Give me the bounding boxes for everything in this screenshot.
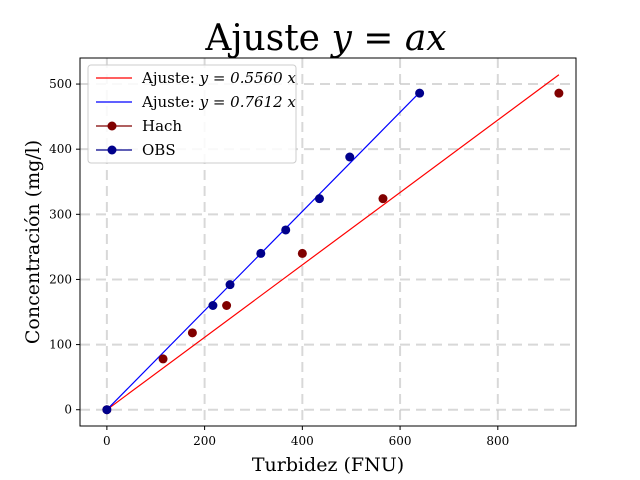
- y-tick-label: 200: [49, 272, 72, 286]
- fit-line-1: [106, 74, 560, 411]
- y-tick-label: 400: [49, 142, 72, 156]
- legend-box: [87, 64, 297, 164]
- data-point-obs: [415, 88, 425, 98]
- data-point-hach: [187, 328, 197, 338]
- data-point-hach: [378, 194, 388, 204]
- data-point-hach: [222, 301, 232, 311]
- y-tick-label: 100: [49, 338, 72, 352]
- x-tick-label: 800: [486, 434, 509, 448]
- y-tick-label: 0: [64, 403, 72, 417]
- data-point-obs: [314, 194, 324, 204]
- x-tick-label: 200: [193, 434, 216, 448]
- data-point-hach: [158, 354, 168, 364]
- y-tick-label: 500: [49, 77, 72, 91]
- data-point-hach: [554, 88, 564, 98]
- x-tick-label: 0: [103, 434, 111, 448]
- legend-label-obs: OBS: [142, 141, 176, 159]
- legend-label-hach: Hach: [142, 117, 182, 135]
- data-point-obs: [281, 225, 291, 235]
- data-point-obs: [256, 248, 266, 258]
- data-point-obs: [225, 280, 235, 290]
- y-axis-label: Concentración (mg/l): [22, 140, 44, 344]
- x-tick-label: 400: [291, 434, 314, 448]
- legend-label-fit-1: Ajuste: y = 0.5560 x: [141, 69, 296, 87]
- data-point-obs: [208, 301, 218, 311]
- legend: Ajuste: y = 0.5560 x Ajuste: y = 0.7612 x…: [87, 64, 297, 164]
- legend-label-fit-2: Ajuste: y = 0.7612 x: [141, 93, 296, 111]
- chart-title: Ajuste y = ax: [204, 18, 446, 59]
- x-axis: 0 200 400 600 800: [103, 426, 509, 448]
- x-axis-label: Turbidez (FNU): [252, 454, 404, 476]
- legend-swatch-hach: [107, 121, 117, 131]
- y-axis: 0 100 200 300 400 500: [49, 77, 80, 417]
- data-points: [102, 88, 564, 415]
- legend-swatch-obs: [107, 145, 117, 155]
- data-point-obs: [102, 405, 112, 415]
- data-point-hach: [297, 248, 307, 258]
- x-tick-label: 600: [389, 434, 412, 448]
- plot-frame: [79, 57, 577, 427]
- data-point-obs: [345, 152, 355, 162]
- y-tick-label: 300: [49, 207, 72, 221]
